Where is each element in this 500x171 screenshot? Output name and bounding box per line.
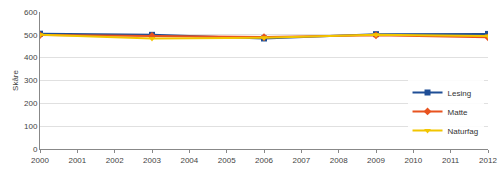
svg-text:Skåre: Skåre [11, 70, 20, 91]
svg-text:2011: 2011 [442, 156, 460, 165]
svg-text:2010: 2010 [404, 156, 422, 165]
svg-text:600: 600 [24, 8, 38, 17]
svg-text:2001: 2001 [68, 156, 86, 165]
svg-text:2000: 2000 [31, 156, 49, 165]
svg-text:2012: 2012 [479, 156, 497, 165]
svg-text:100: 100 [24, 122, 38, 131]
svg-text:2006: 2006 [255, 156, 273, 165]
svg-text:2005: 2005 [218, 156, 236, 165]
svg-text:500: 500 [24, 31, 38, 40]
svg-text:400: 400 [24, 53, 38, 62]
svg-text:Lesing: Lesing [448, 89, 472, 98]
svg-text:0: 0 [33, 145, 38, 154]
svg-text:300: 300 [24, 76, 38, 85]
svg-text:200: 200 [24, 99, 38, 108]
svg-text:Naturfag: Naturfag [448, 127, 479, 136]
svg-text:Matte: Matte [448, 108, 469, 117]
svg-text:2002: 2002 [106, 156, 124, 165]
svg-text:2003: 2003 [143, 156, 161, 165]
svg-text:2008: 2008 [330, 156, 348, 165]
svg-text:2009: 2009 [367, 156, 385, 165]
svg-text:2007: 2007 [292, 156, 310, 165]
svg-text:2004: 2004 [180, 156, 198, 165]
